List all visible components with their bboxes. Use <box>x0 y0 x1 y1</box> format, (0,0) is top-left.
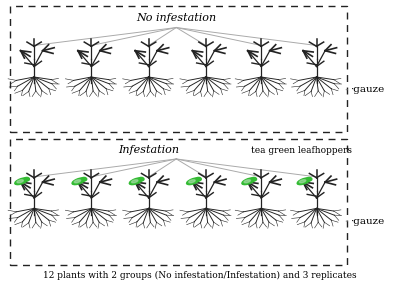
Ellipse shape <box>187 178 200 185</box>
Ellipse shape <box>299 180 306 183</box>
Text: ·gauze: ·gauze <box>350 217 384 225</box>
Ellipse shape <box>139 178 144 181</box>
Text: 12 plants with 2 groups (No infestation/Infestation) and 3 replicates: 12 plants with 2 groups (No infestation/… <box>43 271 357 281</box>
Text: No infestation: No infestation <box>136 13 216 23</box>
Ellipse shape <box>17 180 23 183</box>
Ellipse shape <box>15 178 28 185</box>
Ellipse shape <box>189 180 195 183</box>
Ellipse shape <box>72 178 85 185</box>
Ellipse shape <box>306 178 312 181</box>
Ellipse shape <box>132 180 138 183</box>
Text: tea green leafhoppers: tea green leafhoppers <box>251 146 352 155</box>
Ellipse shape <box>242 178 255 185</box>
Ellipse shape <box>297 178 310 185</box>
Ellipse shape <box>244 180 250 183</box>
Ellipse shape <box>24 178 30 181</box>
Ellipse shape <box>196 178 201 181</box>
Bar <box>10 6 347 132</box>
Ellipse shape <box>81 178 87 181</box>
Text: ·gauze: ·gauze <box>350 85 384 94</box>
Text: Infestation: Infestation <box>118 145 179 155</box>
Ellipse shape <box>74 180 81 183</box>
Ellipse shape <box>129 178 142 185</box>
Ellipse shape <box>251 178 256 181</box>
Bar <box>10 139 347 265</box>
